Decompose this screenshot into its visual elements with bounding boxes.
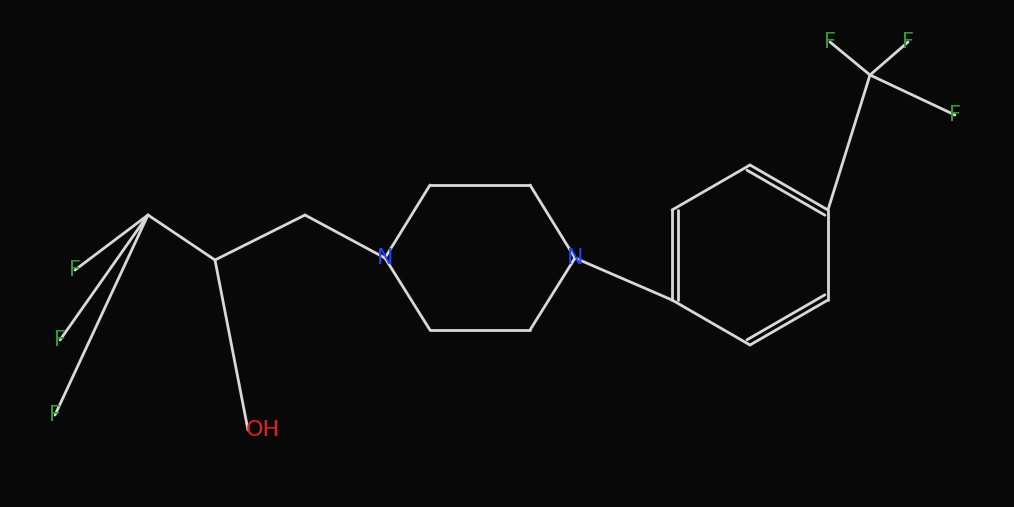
Text: F: F xyxy=(49,405,61,425)
Text: N: N xyxy=(377,248,393,268)
Text: N: N xyxy=(567,248,583,268)
Text: F: F xyxy=(949,105,961,125)
Text: OH: OH xyxy=(246,420,280,440)
Text: F: F xyxy=(902,32,914,52)
Text: F: F xyxy=(54,330,66,350)
Text: F: F xyxy=(69,260,81,280)
Text: F: F xyxy=(824,32,836,52)
